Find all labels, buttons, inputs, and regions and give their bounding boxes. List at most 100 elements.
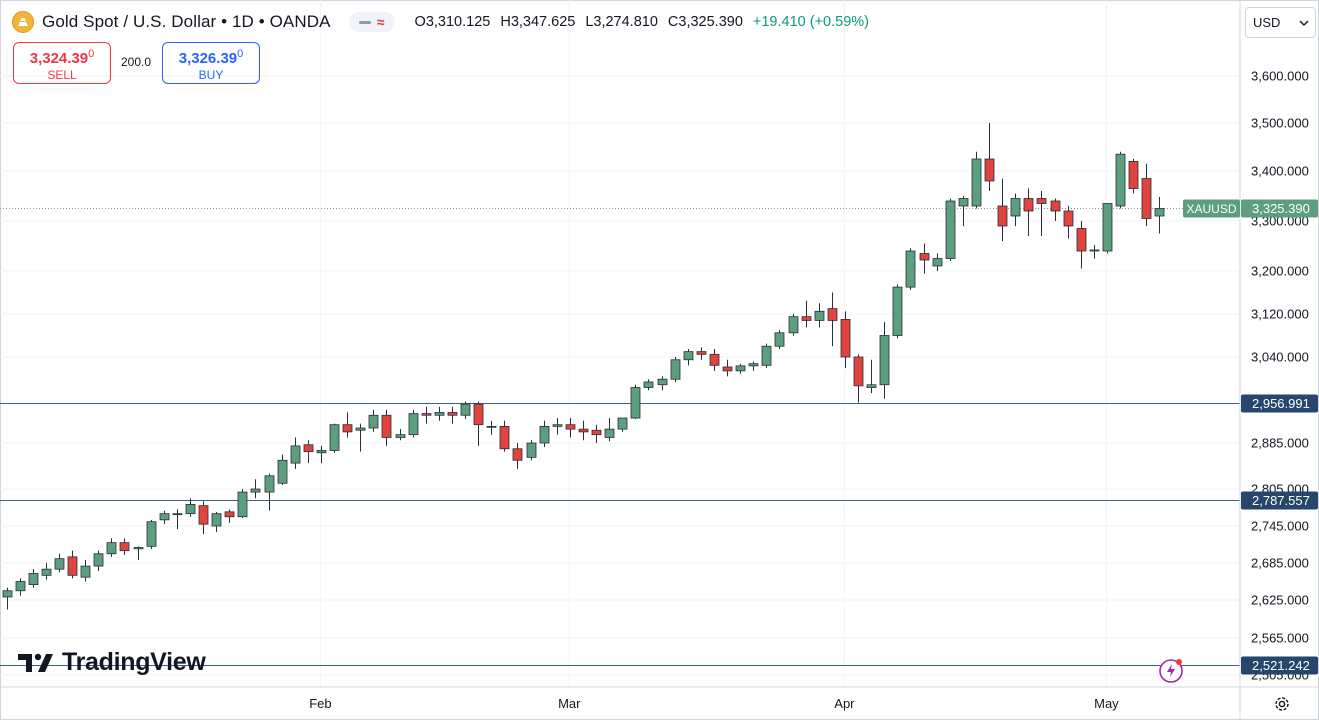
candle-body [28,573,39,585]
close-value: C3,325.390 [667,14,743,30]
candle-body [185,504,196,515]
level-label: 2,521.242 [1252,658,1310,673]
change-value: +19.410 (+0.59%) [752,14,869,30]
high-value: H3,347.625 [500,14,576,30]
candle-body [971,158,982,207]
candle-body [1010,198,1021,217]
buy-price-pip: 0 [237,48,244,60]
candle-body [237,491,248,518]
candle-body [198,505,209,525]
open-value: O3,310.125 [414,14,491,30]
candle-body [473,403,484,426]
currency-select[interactable]: USD [1245,7,1316,38]
sell-label: SELL [47,68,77,82]
sell-button[interactable]: 3,324.390 SELL [13,42,111,84]
candle-body [368,414,379,429]
candle-body [735,365,746,372]
candle-body [866,384,877,388]
price-tick-label: 3,500.000 [1251,116,1309,131]
sell-price: 3,324.39 [29,50,89,67]
candle-body [1076,228,1087,252]
chevron-down-icon [1299,20,1309,26]
settings-gear-icon[interactable] [1271,693,1293,715]
indicator-toggle-button[interactable]: ≈ [348,12,395,32]
candle-body [814,310,825,321]
candle-body [342,424,353,433]
candle-body [788,316,799,334]
candle-body [133,547,144,550]
candle-body [748,363,759,367]
price-axis[interactable]: 3,600.0003,500.0003,400.0003,300.0003,20… [1239,0,1309,720]
candle-body [80,565,91,578]
lightning-icon[interactable] [1158,657,1184,683]
candle-body [657,378,668,386]
candle-body [316,450,327,454]
price-tick-label: 2,685.000 [1251,556,1309,571]
candle-body [1102,203,1113,252]
candle-body [696,351,707,355]
candle-body [591,429,602,436]
candle-body [774,332,785,347]
price-tick-label: 2,565.000 [1251,631,1309,646]
gold-coin-icon [12,11,34,33]
candle-body [1089,249,1100,252]
candle-body [879,335,890,386]
symbol-label-bg [1183,199,1240,218]
candle-body [905,250,916,288]
candle-body [54,558,65,570]
candle-body [447,412,458,416]
buy-label: BUY [198,68,224,82]
candle-body [578,428,589,433]
candle-body [643,381,654,388]
candle-body [604,428,615,438]
candle-body [801,316,812,321]
candle-body [565,424,576,430]
candle-body [15,581,26,592]
chart-header: Gold Spot / U.S. Dollar • 1D • OANDA ≈ O… [12,9,869,35]
candle-body [499,425,510,450]
candle-body [106,542,117,555]
symbol-title[interactable]: Gold Spot / U.S. Dollar • 1D • OANDA [42,12,331,31]
time-axis[interactable]: Feb Mar Apr May [0,686,1319,711]
candle-body [2,590,13,598]
tradingview-watermark[interactable]: TradingView [18,648,206,677]
candle-body [1141,178,1152,219]
candle-body [93,553,104,567]
level-label-bg [1241,656,1318,675]
minus-icon [358,20,371,24]
candle-body [984,158,995,182]
time-tick-label: Mar [558,696,581,711]
candle-body [630,387,641,419]
candle-body [277,459,288,484]
price-tick-label: 3,600.000 [1251,69,1309,84]
candle-body [945,200,956,259]
candle-body [1128,160,1139,189]
candle-body [670,359,681,380]
candle-body [997,205,1008,227]
spread-value: 200.0 [121,55,152,69]
buy-price: 3,326.39 [178,50,238,67]
price-tick-label: 3,200.000 [1251,264,1309,279]
candle-body [329,424,340,451]
level-label: 2,956.991 [1252,396,1310,411]
candle-body [303,444,314,453]
buy-button[interactable]: 3,326.390 BUY [162,42,260,84]
candle-body [264,475,275,493]
candle-body [1050,200,1061,212]
candle-body [381,414,392,438]
time-tick-label: Feb [309,696,331,711]
time-tick-label: May [1094,696,1119,711]
candle-body [1154,208,1165,217]
candle-body [512,448,523,461]
candle-body [146,521,157,547]
candle-body [41,568,52,576]
candle-body [932,258,943,267]
candle-body [683,351,694,361]
price-tick-label: 3,120.000 [1251,307,1309,322]
candle-body [709,353,720,366]
candle-body [722,366,733,372]
sell-price-pip: 0 [88,48,95,60]
price-tick-label: 2,745.000 [1251,519,1309,534]
candle-body [355,427,366,431]
